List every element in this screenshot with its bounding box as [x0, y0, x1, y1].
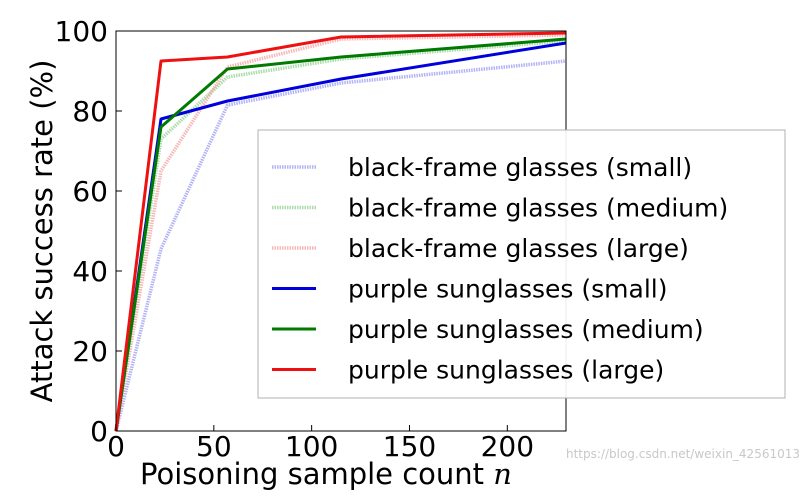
series-line [114, 37, 567, 432]
legend-label: black-frame glasses (medium) [348, 194, 728, 223]
y-tick-label: 0 [90, 415, 108, 448]
x-axis-label: Poisoning sample count n [140, 457, 512, 491]
y-tick-label: 40 [72, 255, 108, 288]
x-tick-label: 50 [196, 430, 232, 463]
axis-ticks: 0 20 40 60 80 100 0 50 100 150 200 [55, 15, 534, 463]
legend-label: black-frame glasses (small) [348, 153, 692, 182]
legend: black-frame glasses (small) black-frame g… [257, 129, 786, 399]
y-tick-label: 20 [72, 335, 108, 368]
y-axis-label: Attack success rate (%) [25, 60, 59, 403]
series-line [114, 31, 567, 432]
series-line [114, 39, 567, 432]
series-line [114, 33, 567, 432]
y-tick-label: 100 [55, 15, 108, 48]
legend-label: purple sunglasses (small) [348, 275, 667, 304]
legend-label: black-frame glasses (large) [348, 234, 689, 263]
x-tick-label: 200 [481, 430, 534, 463]
x-axis-label-text: Poisoning sample count [140, 457, 484, 491]
series-layer [114, 31, 567, 432]
y-tick-label: 80 [72, 95, 108, 128]
x-axis-variable: n [493, 457, 512, 491]
series-line [114, 59, 567, 432]
y-tick-label: 60 [72, 175, 108, 208]
x-tick-label: 150 [383, 430, 436, 463]
legend-box [257, 129, 786, 399]
legend-label: purple sunglasses (large) [348, 356, 664, 385]
x-tick-label: 0 [107, 430, 125, 463]
x-tick-label: 100 [285, 430, 338, 463]
legend-label: purple sunglasses (medium) [348, 315, 704, 344]
watermark: https://blog.csdn.net/weixin_42561013 [566, 447, 800, 461]
